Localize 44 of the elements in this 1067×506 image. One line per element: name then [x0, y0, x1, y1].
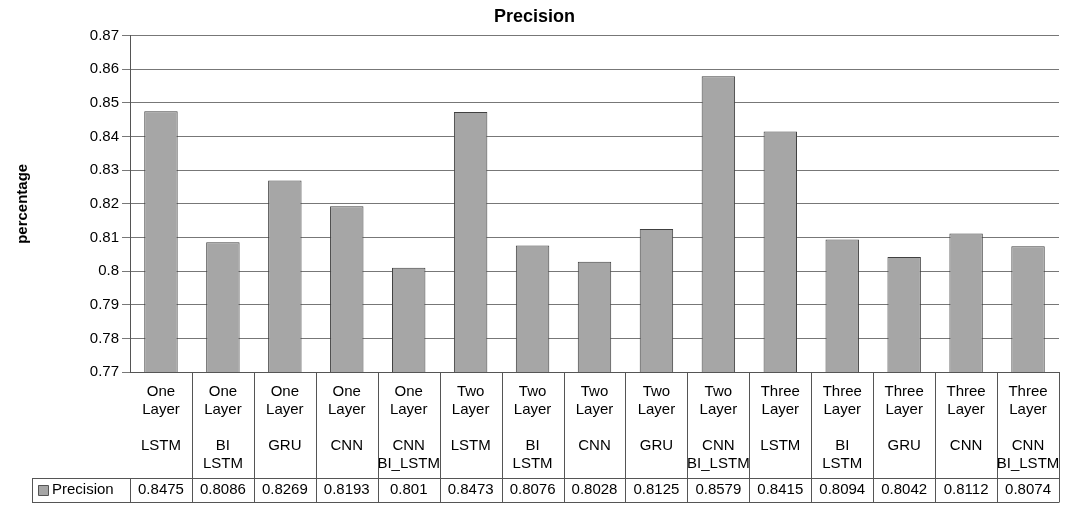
data-label: 0.8086: [199, 480, 246, 498]
data-label: 0.801: [389, 480, 428, 498]
category-label: One Layer CNN BI_LSTM: [377, 382, 440, 472]
data-label: 0.8076: [509, 480, 556, 498]
y-axis-title: percentage: [13, 163, 31, 244]
y-tick-label: 0.83: [89, 160, 119, 178]
data-label: 0.8193: [323, 480, 370, 498]
y-tick-label: 0.81: [89, 227, 119, 245]
y-tick-label: 0.87: [89, 25, 119, 43]
y-tick-label: 0.82: [89, 193, 119, 211]
data-label: 0.8074: [1005, 480, 1051, 498]
category-label: Two Layer GRU: [637, 382, 676, 454]
data-label: 0.8125: [633, 480, 680, 498]
y-tick-label: 0.79: [89, 294, 119, 312]
data-label: 0.8042: [881, 480, 928, 498]
data-label: 0.8028: [571, 480, 618, 498]
category-label: Two Layer CNN BI_LSTM: [687, 382, 750, 472]
data-label: 0.8579: [695, 480, 742, 498]
category-label: Two Layer BI LSTM: [512, 382, 553, 472]
y-tick-label: 0.78: [89, 328, 119, 346]
legend-label: Precision: [52, 480, 114, 498]
y-tick-label: 0.8: [98, 261, 119, 279]
data-label: 0.8094: [819, 480, 866, 498]
category-label: Three Layer BI LSTM: [822, 382, 863, 472]
category-label: One Layer BI LSTM: [202, 382, 243, 472]
category-label: Three Layer LSTM: [760, 382, 801, 454]
y-tick-label: 0.86: [89, 59, 119, 77]
category-label: Two Layer LSTM: [450, 382, 491, 454]
category-label: One Layer LSTM: [140, 382, 181, 454]
category-label: Two Layer CNN: [575, 382, 614, 454]
data-label: 0.8269: [261, 480, 308, 498]
data-label: 0.8112: [943, 480, 989, 498]
category-label: One Layer CNN: [328, 382, 366, 454]
y-tick-label: 0.85: [89, 93, 119, 111]
category-label: Three Layer CNN: [946, 382, 986, 454]
data-label: 0.8475: [138, 480, 184, 498]
y-tick-label: 0.77: [89, 362, 119, 380]
category-label: One Layer GRU: [266, 382, 304, 454]
y-tick-label: 0.84: [89, 126, 119, 144]
category-label: Three Layer CNN BI_LSTM: [996, 382, 1060, 472]
category-label: Three Layer GRU: [884, 382, 924, 454]
data-label: 0.8473: [447, 480, 494, 498]
chart-title: Precision: [493, 5, 576, 26]
data-label: 0.8415: [757, 480, 804, 498]
